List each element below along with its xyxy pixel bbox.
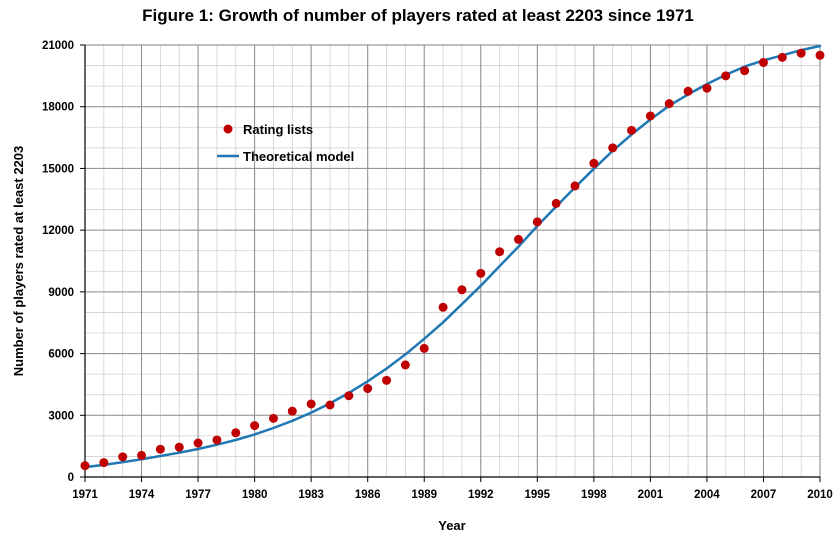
legend-label-theoretical-model: Theoretical model — [243, 149, 354, 164]
y-tick-label: 3000 — [48, 410, 74, 422]
data-point — [532, 217, 542, 227]
axes — [80, 44, 821, 482]
x-tick-label: 1992 — [468, 489, 494, 501]
y-tick-label: 9000 — [48, 287, 74, 299]
data-point — [363, 384, 373, 394]
x-tick-label: 2010 — [807, 489, 833, 501]
data-point — [495, 247, 505, 257]
x-tick-label: 1998 — [581, 489, 607, 501]
data-point — [513, 234, 523, 244]
x-tick-labels: 1971 1974 1977 1980 1983 1986 1989 1992 1995 1998… — [72, 489, 833, 501]
x-tick-label: 2007 — [751, 489, 777, 501]
x-tick-label: 1983 — [298, 489, 324, 501]
plot-area-border — [84, 44, 821, 478]
data-point — [231, 428, 241, 438]
minor-grid — [84, 44, 821, 478]
data-point — [796, 48, 806, 58]
data-point — [382, 375, 392, 385]
x-tick-label: 1995 — [525, 489, 551, 501]
theoretical-model-series — [83, 44, 822, 469]
x-tick-label: 1986 — [355, 489, 381, 501]
x-axis-label: Year — [438, 518, 465, 533]
data-point — [457, 285, 467, 295]
data-point — [155, 444, 165, 454]
y-tick-label: 21000 — [42, 40, 74, 52]
x-tick-label: 1977 — [185, 489, 211, 501]
data-point — [645, 111, 655, 121]
y-axis-label: Number of players rated at least 2203 — [11, 146, 26, 377]
data-point — [777, 52, 787, 62]
y-tick-label: 6000 — [48, 349, 74, 361]
y-tick-label: 18000 — [42, 102, 74, 114]
data-point — [250, 421, 260, 431]
data-point — [306, 399, 316, 409]
data-point — [627, 125, 637, 135]
data-point — [551, 198, 561, 208]
chart-title: Figure 1: Growth of number of players ra… — [142, 6, 694, 25]
data-point — [287, 406, 297, 416]
x-tick-label: 1989 — [411, 489, 437, 501]
data-point — [702, 83, 712, 93]
data-point — [589, 158, 599, 168]
y-tick-label: 0 — [68, 472, 74, 484]
data-point — [570, 181, 580, 191]
data-point — [118, 452, 128, 462]
data-point — [137, 450, 147, 460]
data-point — [99, 458, 109, 468]
data-point — [758, 57, 768, 67]
data-point — [400, 360, 410, 370]
y-tick-label: 15000 — [42, 163, 74, 175]
data-point — [193, 438, 203, 448]
data-point — [80, 461, 90, 471]
legend-label-rating-lists: Rating lists — [243, 122, 313, 137]
data-point — [268, 413, 278, 423]
data-point — [174, 442, 184, 452]
data-point — [325, 400, 335, 410]
rating-lists-series — [80, 48, 825, 471]
data-point — [344, 391, 354, 401]
data-point — [438, 302, 448, 312]
legend: Rating lists Theoretical model — [217, 122, 354, 164]
data-point — [721, 71, 731, 81]
x-tick-label: 2004 — [694, 489, 720, 501]
y-tick-labels: 0 3000 6000 9000 12000 15000 18000 21000 — [42, 40, 74, 484]
major-grid — [84, 44, 821, 478]
x-tick-label: 2001 — [638, 489, 664, 501]
data-point — [740, 66, 750, 76]
data-point — [419, 343, 429, 353]
data-point — [476, 268, 486, 278]
x-tick-label: 1980 — [242, 489, 268, 501]
data-point — [608, 143, 618, 153]
data-point — [664, 99, 674, 109]
data-point — [683, 86, 693, 96]
y-tick-label: 12000 — [42, 225, 74, 237]
model-curve — [83, 44, 822, 469]
data-point — [815, 50, 825, 60]
x-tick-label: 1974 — [129, 489, 155, 501]
x-tick-label: 1971 — [72, 489, 98, 501]
legend-marker-rating-lists — [223, 124, 233, 134]
data-point — [212, 435, 222, 445]
